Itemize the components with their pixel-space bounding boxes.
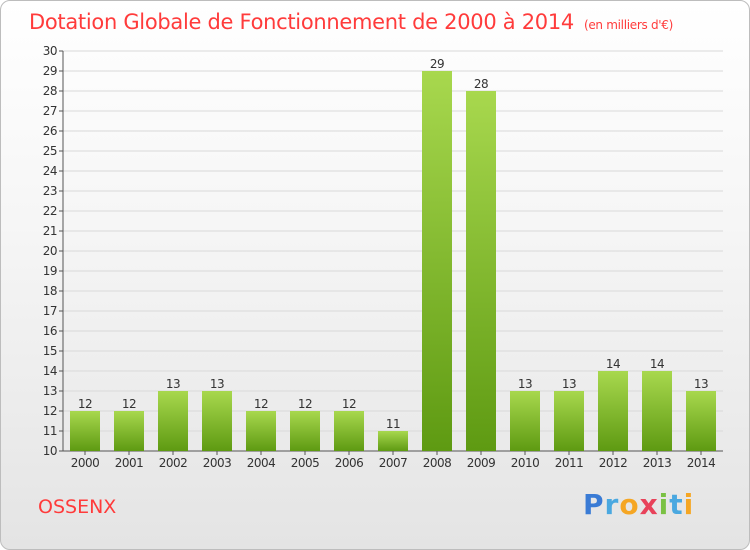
y-tick-label: 21: [43, 224, 57, 238]
x-tick-label-2004: 2004: [247, 456, 276, 470]
bar-2013: [642, 371, 672, 451]
y-tick-label: 24: [43, 164, 57, 178]
y-tick-label: 25: [43, 144, 57, 158]
bar-2009: [466, 91, 496, 451]
x-tick-label-2014: 2014: [687, 456, 716, 470]
bar-2010: [510, 391, 540, 451]
y-tick-label: 12: [43, 404, 57, 418]
chart-title-text: Dotation Globale de Fonctionnement de 20…: [29, 10, 574, 34]
data-label-2001: 12: [122, 397, 136, 411]
bar-2012: [598, 371, 628, 451]
x-tick-label-2011: 2011: [555, 456, 584, 470]
data-label-2010: 13: [518, 377, 532, 391]
x-tick-label-2008: 2008: [423, 456, 452, 470]
data-label-2002: 13: [166, 377, 180, 391]
y-tick-label: 11: [43, 424, 57, 438]
data-label-2009: 28: [474, 77, 488, 91]
x-tick-label-2010: 2010: [511, 456, 540, 470]
data-label-2006: 12: [342, 397, 356, 411]
data-label-2003: 13: [210, 377, 224, 391]
y-tick-label: 30: [43, 44, 57, 58]
y-tick-label: 26: [43, 124, 57, 138]
bar-2000: [70, 411, 100, 451]
y-tick-label: 28: [43, 84, 57, 98]
data-label-2005: 12: [298, 397, 312, 411]
y-tick-label: 29: [43, 64, 57, 78]
data-label-2011: 13: [562, 377, 576, 391]
bar-2014: [686, 391, 716, 451]
data-labels: 12 12 13 13 12 12 12 11 29 28 13 13 14 14 13: [78, 57, 709, 431]
y-tick-label: 19: [43, 264, 57, 278]
y-tick-label: 23: [43, 184, 57, 198]
x-tick-label-2012: 2012: [599, 456, 628, 470]
x-tick-label-2000: 2000: [71, 456, 100, 470]
y-tick-labels: 10 11 12 13 14 15 16 17 18 19 20 21 22 23 24 25 26 27 28 29…: [43, 44, 63, 458]
bar-2006: [334, 411, 364, 451]
x-tick-label-2009: 2009: [467, 456, 496, 470]
commune-name: OSSENX: [38, 496, 117, 518]
bar-2005: [290, 411, 320, 451]
bar-2011: [554, 391, 584, 451]
bars: [70, 71, 716, 451]
y-tick-label: 13: [43, 384, 57, 398]
x-tick-label-2006: 2006: [335, 456, 364, 470]
y-tick-label: 16: [43, 324, 57, 338]
x-tick-label-2001: 2001: [115, 456, 144, 470]
data-label-2000: 12: [78, 397, 92, 411]
y-tick-label: 17: [43, 304, 57, 318]
data-label-2007: 11: [386, 417, 400, 431]
y-tick-label: 10: [43, 444, 57, 458]
x-tick-labels: 2000 2001 2002 2003 2004 2005 2006 2007 2008 2009…: [71, 451, 716, 470]
bar-2002: [158, 391, 188, 451]
chart-title: Dotation Globale de Fonctionnement de 20…: [29, 10, 673, 34]
y-tick-label: 15: [43, 344, 57, 358]
data-label-2013: 14: [650, 357, 664, 371]
data-label-2012: 14: [606, 357, 620, 371]
data-label-2014: 13: [694, 377, 708, 391]
bar-2004: [246, 411, 276, 451]
proxiti-logo: Proxiti: [583, 488, 695, 521]
data-label-2008: 29: [430, 57, 444, 71]
bar-2001: [114, 411, 144, 451]
y-tick-label: 20: [43, 244, 57, 258]
bar-2007: [378, 431, 408, 451]
x-tick-label-2005: 2005: [291, 456, 320, 470]
bar-2003: [202, 391, 232, 451]
x-tick-label-2002: 2002: [159, 456, 188, 470]
y-tick-label: 14: [43, 364, 57, 378]
x-tick-label-2013: 2013: [643, 456, 672, 470]
data-label-2004: 12: [254, 397, 268, 411]
chart-subtitle: (en milliers d'€): [583, 18, 673, 32]
x-tick-label-2003: 2003: [203, 456, 232, 470]
y-tick-label: 18: [43, 284, 57, 298]
y-tick-label: 22: [43, 204, 57, 218]
bar-2008: [422, 71, 452, 451]
x-tick-label-2007: 2007: [379, 456, 408, 470]
y-tick-label: 27: [43, 104, 57, 118]
